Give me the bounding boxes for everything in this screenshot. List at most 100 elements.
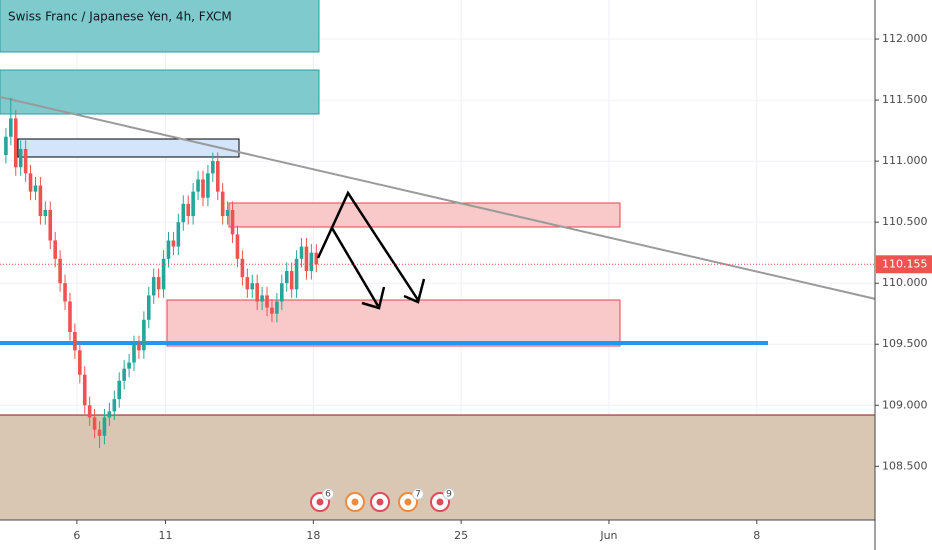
candle-body <box>220 191 225 217</box>
y-tick-label: 111.000 <box>882 154 928 167</box>
candle-body <box>28 173 33 192</box>
event-badge <box>322 488 334 500</box>
candle-body <box>132 344 136 363</box>
candle-body <box>82 374 87 406</box>
price-axis <box>875 0 932 550</box>
candle-body <box>38 185 43 217</box>
event-icon <box>436 498 444 506</box>
event-badge <box>443 488 455 500</box>
event-count: 9 <box>446 490 452 500</box>
candle-body <box>314 252 319 265</box>
event-count: 6 <box>325 490 331 500</box>
candle-body <box>156 277 161 290</box>
candle-body <box>211 161 215 174</box>
candle-body <box>260 295 264 302</box>
candle-body <box>127 362 131 369</box>
candle-body <box>176 222 181 247</box>
zone-box <box>228 202 621 228</box>
candle-body <box>87 405 92 418</box>
zone-box <box>17 138 240 158</box>
candle-body <box>181 203 186 223</box>
candle-body <box>4 136 8 156</box>
zone-box <box>0 69 320 115</box>
arrow <box>316 190 420 301</box>
candle-body <box>97 429 102 436</box>
arrow <box>330 227 380 307</box>
candle-body <box>235 234 240 259</box>
event-icon <box>404 498 412 506</box>
candle-body <box>284 270 289 284</box>
y-tick-label: 109.500 <box>882 337 928 350</box>
candle-body <box>63 283 67 302</box>
price-label-box <box>876 255 932 274</box>
candle-body <box>240 258 245 278</box>
candle-body <box>245 277 250 290</box>
candle-body <box>225 209 230 217</box>
x-tick-label: 6 <box>73 529 80 542</box>
price-label: 110.155 <box>882 257 928 270</box>
y-tick-label: 112.000 <box>882 32 928 45</box>
candle-body <box>294 258 299 290</box>
x-tick-label: 11 <box>159 529 173 542</box>
zone-box <box>0 0 320 53</box>
candle-body <box>142 319 146 351</box>
candle-body <box>265 295 269 308</box>
candle-body <box>33 185 38 192</box>
candle-body <box>186 203 191 217</box>
x-tick-label: Jun <box>599 529 617 542</box>
candle-body <box>275 301 279 314</box>
candle-body <box>9 118 13 137</box>
candle-body <box>191 191 195 217</box>
candle-body <box>255 283 259 302</box>
event-icon <box>376 498 384 506</box>
candle-body <box>166 240 171 259</box>
candle-body <box>161 258 166 290</box>
arrow-head <box>361 286 386 310</box>
y-tick-label: 108.500 <box>882 459 928 472</box>
trend-line <box>0 96 932 313</box>
candle-body <box>151 277 156 296</box>
candle-body <box>78 350 82 375</box>
event-icon <box>316 498 324 506</box>
candle-body <box>250 283 255 290</box>
y-tick-label: 111.500 <box>882 93 928 106</box>
candle-body <box>43 209 48 217</box>
candle-body <box>107 411 112 418</box>
x-tick-label: 8 <box>753 529 760 542</box>
candles <box>4 97 319 448</box>
candle-body <box>299 246 304 259</box>
time-axis <box>0 520 875 550</box>
y-tick-label: 109.000 <box>882 398 928 411</box>
candle-body <box>196 179 200 192</box>
x-tick-label: 18 <box>306 529 320 542</box>
candle-body <box>23 148 28 174</box>
candle-body <box>289 270 294 290</box>
candle-body <box>215 161 220 192</box>
candle-body <box>230 209 235 235</box>
candle-body <box>309 252 314 271</box>
candle-body <box>137 344 141 351</box>
event-badge <box>412 488 424 500</box>
arrow-head <box>403 278 426 304</box>
candle-body <box>117 380 122 400</box>
candle-body <box>304 246 309 271</box>
candle-body <box>68 301 72 333</box>
candle-body <box>112 399 117 412</box>
candle-body <box>92 417 97 430</box>
candle-body <box>48 209 53 241</box>
candle-body <box>53 240 57 259</box>
zone-box <box>166 299 621 347</box>
candle-body <box>18 148 23 168</box>
y-tick-label: 110.000 <box>882 276 928 289</box>
candle-body <box>201 179 205 198</box>
candle-body <box>122 368 126 381</box>
event-count: 7 <box>415 490 421 500</box>
events: 6 7 9 <box>310 488 455 512</box>
candle-body <box>102 417 107 436</box>
event-icon <box>351 498 359 506</box>
y-tick-label: 110.500 <box>882 215 928 228</box>
candle-body <box>280 283 284 302</box>
candle-body <box>171 240 176 247</box>
candle-body <box>73 332 77 351</box>
